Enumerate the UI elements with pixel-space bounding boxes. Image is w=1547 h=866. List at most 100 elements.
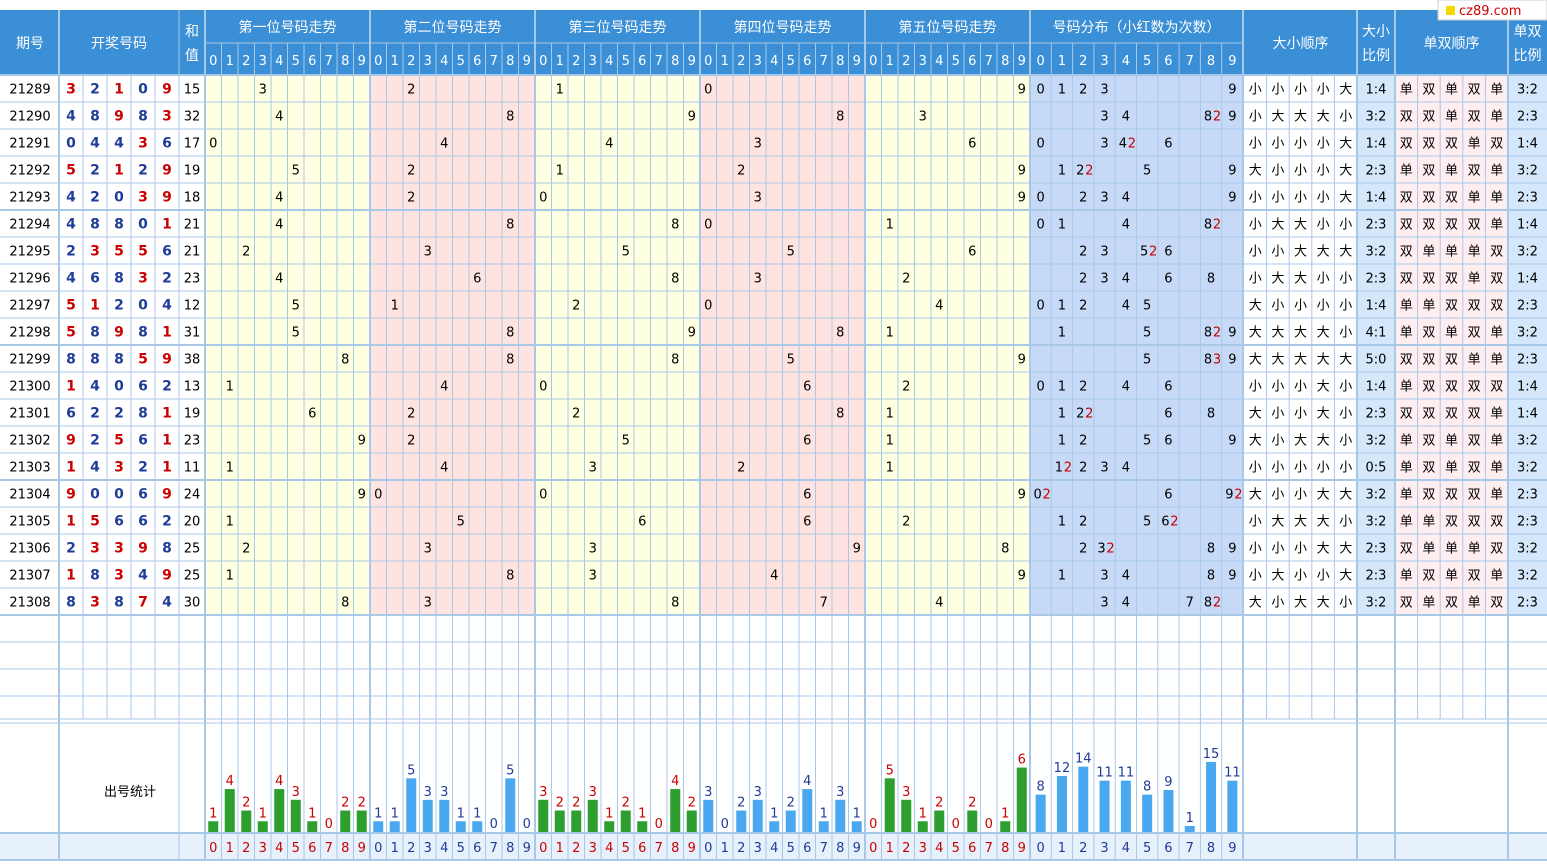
parity-cell: 单: [1422, 596, 1435, 611]
period-cell: 21299: [9, 353, 50, 368]
position-mark: 9: [358, 434, 366, 449]
parity-ratio-cell: 2:3: [1517, 596, 1538, 611]
size-cell: 大: [1317, 596, 1330, 611]
parity-cell: 双: [1490, 299, 1503, 314]
table-row: 21289 3 2 1 0 9 15 3 2 1 0 9 0 1 2 3 9 小小小小大 1:4 单双单双单 3:2: [9, 82, 1538, 98]
position-mark: 2: [902, 515, 910, 530]
size-ratio-cell: 1:4: [1366, 191, 1387, 206]
axis-digit: 3: [424, 841, 432, 856]
parity-cell: 单: [1400, 515, 1413, 530]
winning-digit: 4: [90, 379, 100, 395]
size-cell: 大: [1249, 326, 1262, 341]
size-cell: 小: [1294, 164, 1307, 179]
position-mark: 7: [820, 596, 828, 611]
position-mark: 2: [242, 542, 250, 557]
count-bar: [802, 789, 813, 832]
winning-digit: 8: [90, 568, 100, 584]
count-bar: [703, 799, 714, 832]
winning-digit: 4: [114, 136, 124, 152]
parity-cell: 单: [1445, 245, 1458, 260]
parity-cell: 双: [1468, 407, 1481, 422]
header-digit: 0: [539, 54, 547, 69]
size-cell: 小: [1339, 380, 1352, 395]
count-label: 0: [655, 817, 663, 832]
header-digit: 2: [572, 54, 580, 69]
size-cell: 大: [1294, 353, 1307, 368]
distribution-count: 2: [1213, 596, 1221, 611]
table-row: 21308 8 3 8 7 4 30 8 3 8 7 4 3 4 7 8 2 大小大大小 3:2 双单双单双 2:3: [9, 595, 1538, 611]
sum-cell: 11: [184, 461, 201, 476]
winning-digit: 4: [66, 190, 76, 206]
position-mark: 8: [836, 326, 844, 341]
parity-cell: 双: [1422, 407, 1435, 422]
sum-cell: 23: [184, 434, 201, 449]
period-cell: 21294: [9, 218, 50, 233]
axis-digit: 9: [853, 841, 861, 856]
distribution-count: 2: [1085, 407, 1093, 422]
axis-digit: 4: [1122, 841, 1130, 856]
position-mark: 6: [308, 407, 316, 422]
axis-digit: 1: [886, 841, 894, 856]
parity-ratio-cell: 3:2: [1517, 461, 1538, 476]
axis-digit: 7: [655, 841, 663, 856]
parity-cell: 双: [1422, 488, 1435, 503]
period-cell: 21292: [9, 164, 50, 179]
parity-cell: 单: [1490, 110, 1503, 125]
count-label: 0: [985, 817, 993, 832]
header-winning-numbers: 开奖号码: [91, 35, 147, 52]
distribution-mark: 3: [1100, 272, 1108, 287]
size-cell: 小: [1317, 191, 1330, 206]
size-cell: 小: [1249, 191, 1262, 206]
winning-digit: 5: [138, 352, 148, 368]
parity-cell: 双: [1422, 326, 1435, 341]
axis-digit: 2: [572, 841, 580, 856]
position-mark: 8: [506, 326, 514, 341]
position-mark: 8: [671, 596, 679, 611]
position-mark: 1: [226, 380, 234, 395]
position-mark: 0: [374, 488, 382, 503]
count-label: 5: [886, 763, 894, 778]
parity-cell: 双: [1422, 380, 1435, 395]
watermark: cz89.com: [1437, 0, 1547, 21]
header-digit: 7: [820, 54, 828, 69]
position-mark: 3: [259, 83, 267, 98]
header-digit: 5: [292, 54, 300, 69]
header-digit: 0: [374, 54, 382, 69]
header-digit: 4: [440, 54, 448, 69]
size-ratio-cell: 2:3: [1366, 272, 1387, 287]
size-cell: 小: [1249, 110, 1262, 125]
position-mark: 6: [473, 272, 481, 287]
position-mark: 0: [209, 137, 217, 152]
count-bar: [505, 778, 516, 832]
axis-digit: 5: [952, 841, 960, 856]
header-digit: 2: [902, 54, 910, 69]
header-size-ratio-part: 比例: [1362, 48, 1390, 64]
position-mark: 1: [886, 326, 894, 341]
count-label: 4: [275, 774, 283, 789]
sum-cell: 30: [184, 596, 201, 611]
header-digit: 7: [985, 54, 993, 69]
parity-cell: 双: [1400, 191, 1413, 206]
position-mark: 9: [688, 326, 696, 341]
count-bar: [670, 789, 681, 832]
count-label: 0: [523, 817, 531, 832]
header-digit: 5: [787, 54, 795, 69]
count-label: 3: [754, 785, 762, 800]
size-cell: 小: [1339, 515, 1352, 530]
count-bar: [356, 810, 367, 832]
period-cell: 21302: [9, 434, 50, 449]
parity-cell: 双: [1400, 137, 1413, 152]
winning-digit: 4: [66, 109, 76, 125]
distribution-mark: 4: [1122, 461, 1130, 476]
position-mark: 5: [292, 164, 300, 179]
parity-cell: 双: [1490, 137, 1503, 152]
size-cell: 小: [1317, 569, 1330, 584]
size-cell: 小: [1339, 407, 1352, 422]
sum-cell: 13: [184, 380, 201, 395]
header-digit: 4: [275, 54, 283, 69]
watermark-box: [1437, 0, 1547, 21]
parity-cell: 双: [1468, 218, 1481, 233]
parity-ratio-cell: 3:2: [1517, 434, 1538, 449]
axis-digit: 8: [506, 841, 514, 856]
size-ratio-cell: 2:3: [1366, 164, 1387, 179]
